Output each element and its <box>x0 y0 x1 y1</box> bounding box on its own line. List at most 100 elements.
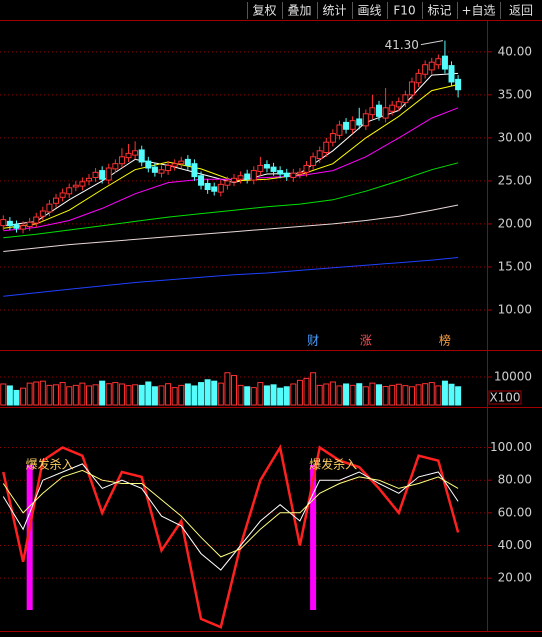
toolbar-button[interactable]: 复权 <box>252 4 276 18</box>
toolbar-button[interactable]: 画线 <box>357 4 381 18</box>
volume-bar <box>0 383 7 406</box>
volume-bar <box>283 386 290 406</box>
volume-bar <box>132 384 139 406</box>
volume-bar <box>165 383 172 406</box>
volume-bar <box>53 384 60 406</box>
toolbar-button[interactable]: 统计 <box>322 4 346 18</box>
volume-bar <box>92 384 99 406</box>
candle-body <box>349 120 356 130</box>
toolbar-button[interactable]: +自选 <box>461 4 495 18</box>
toolbar-button[interactable]: 标记 <box>427 4 451 18</box>
candle-body <box>263 164 270 169</box>
volume-bar <box>198 382 205 406</box>
candle-body <box>343 121 350 130</box>
volume-bar <box>211 380 218 406</box>
volume-bar <box>455 386 462 406</box>
candle-body <box>66 187 73 195</box>
volume-bar <box>316 384 323 406</box>
volume-bar <box>72 384 79 406</box>
moving-average-line <box>3 162 459 239</box>
event-marker[interactable]: 涨 <box>360 333 372 348</box>
volume-bar <box>415 384 422 406</box>
signal-label: 爆发杀入 <box>26 457 74 472</box>
candle-body <box>26 221 33 228</box>
volume-bar <box>270 384 277 406</box>
candle-body <box>112 163 119 170</box>
toolbar-button[interactable]: 叠加 <box>287 4 311 18</box>
candle-body <box>455 78 462 91</box>
volume-bar <box>105 383 112 406</box>
y-tick-label: 20.00 <box>498 571 532 585</box>
annotation-arrow <box>420 40 444 46</box>
volume-bar <box>408 386 415 406</box>
volume-bar <box>112 382 119 406</box>
candle-body <box>296 171 303 175</box>
candle-body <box>277 170 284 175</box>
candle-body <box>20 225 27 230</box>
volume-bar <box>26 382 33 406</box>
volume-bar <box>389 384 396 406</box>
y-tick-label: 25.00 <box>498 173 532 187</box>
volume-bar <box>191 385 198 406</box>
candle-body <box>395 101 402 108</box>
volume-bar <box>323 383 330 406</box>
volume-bar <box>171 387 178 406</box>
volume-bar <box>349 384 356 406</box>
volume-bar <box>85 385 92 406</box>
toolbar-button[interactable]: 返回 <box>509 4 533 18</box>
candle-body <box>402 94 409 104</box>
candle-body <box>217 183 224 193</box>
candle-body <box>85 177 92 182</box>
volume-bar <box>263 385 270 406</box>
moving-average-line <box>3 204 459 252</box>
indicator-line <box>2 463 459 571</box>
candle-body <box>237 175 244 180</box>
candle-body <box>382 107 389 119</box>
candle-body <box>323 141 330 154</box>
volume-bar <box>435 385 442 406</box>
volume-bar <box>20 387 27 406</box>
volume-bar <box>376 384 383 406</box>
candle-body <box>336 124 343 136</box>
volume-bar <box>224 372 231 406</box>
candle-body <box>310 156 317 166</box>
toolbar-button[interactable]: F10 <box>393 4 415 18</box>
candle-body <box>441 55 448 70</box>
annotation-label: 41.30 <box>385 38 419 52</box>
candle-body <box>376 104 383 117</box>
y-tick-label: 100.00 <box>490 440 532 454</box>
volume-bar <box>13 389 20 406</box>
volume-bar <box>329 381 336 406</box>
y-tick-label: 35.00 <box>498 87 532 101</box>
event-marker[interactable]: 财 <box>307 334 319 348</box>
event-marker[interactable]: 榜 <box>439 333 451 348</box>
candle-body <box>198 175 205 186</box>
candle-body <box>6 220 13 227</box>
candle-body <box>283 172 290 178</box>
volume-bar <box>145 381 152 406</box>
volume-bar <box>230 375 238 406</box>
volume-bar <box>257 382 264 406</box>
candle-body <box>178 160 185 165</box>
y-tick-label: 10.00 <box>498 302 532 316</box>
unit-box <box>488 390 522 405</box>
candle-body <box>171 163 178 167</box>
candle-body <box>99 170 106 180</box>
candle-body <box>290 172 297 178</box>
candle-body <box>250 170 257 181</box>
candle-body <box>145 160 152 169</box>
candle-body <box>59 192 66 198</box>
y-tick-label: 10000 <box>494 369 532 383</box>
volume-bar <box>296 379 303 406</box>
candle-body <box>230 177 238 183</box>
volume-bar <box>402 385 409 406</box>
y-tick-label: 40.00 <box>498 44 532 58</box>
candle-body <box>362 113 369 127</box>
y-tick-label: 30.00 <box>498 130 532 144</box>
signal-bar <box>310 465 317 610</box>
y-tick-label: 40.00 <box>498 538 532 552</box>
candle-body <box>105 167 112 181</box>
volume-bar <box>343 383 350 406</box>
candle-body <box>356 118 363 126</box>
